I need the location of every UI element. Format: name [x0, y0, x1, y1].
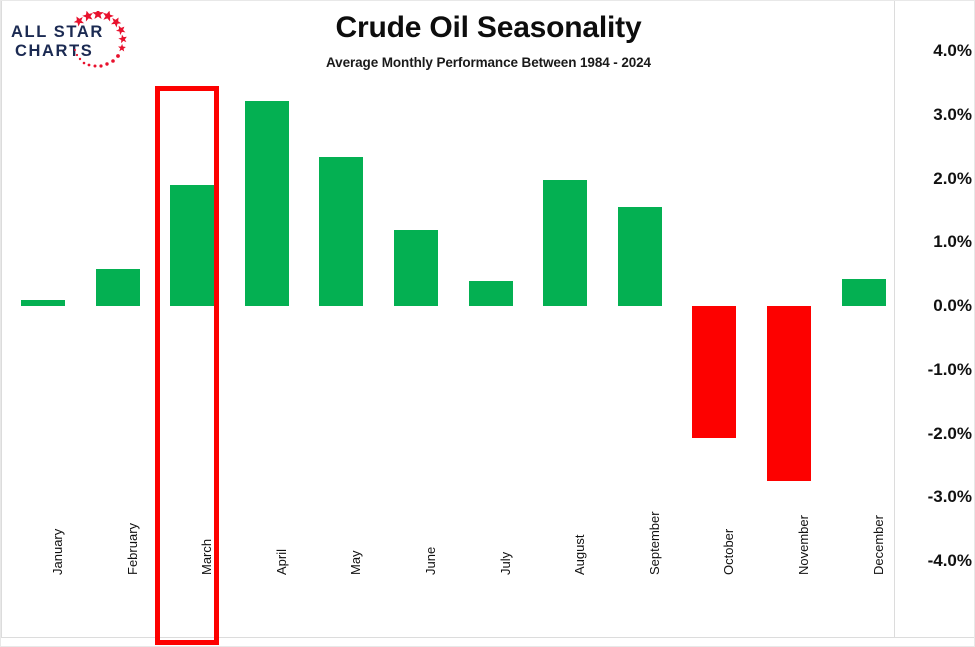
y-axis-tick-label: -1.0% — [927, 359, 972, 379]
x-axis-tick-july: July — [497, 551, 513, 575]
y-axis-tick-label: 4.0% — [933, 41, 972, 60]
logo-line-2: CHARTS — [15, 42, 94, 60]
x-axis-tick-february: February — [124, 522, 140, 575]
x-axis-tick-october: October — [721, 528, 737, 575]
bar-january — [21, 299, 65, 306]
all-star-charts-logo: ALL STAR CHARTS — [9, 9, 139, 75]
bar-april — [244, 100, 289, 306]
y-axis-tick-label: 3.0% — [933, 104, 972, 124]
x-axis-tick-text: September — [646, 511, 662, 575]
x-axis-tick-december: December — [870, 515, 886, 575]
bar-july — [468, 281, 513, 306]
x-axis-tick-april: April — [273, 548, 289, 575]
x-axis-tick-text: October — [721, 528, 737, 575]
x-axis-tick-august: August — [572, 534, 588, 575]
x-axis-tick-may: May — [348, 550, 364, 575]
bar-march — [170, 184, 215, 306]
bar-may — [319, 156, 364, 306]
x-axis-tick-november: November — [796, 515, 811, 575]
x-axis-tick-text: August — [572, 534, 588, 575]
bar-august — [543, 179, 588, 306]
bar-february — [95, 269, 140, 306]
y-axis-tick-label: -2.0% — [927, 423, 972, 443]
x-axis-tick-june: June — [423, 546, 438, 575]
x-axis-tick-september: September — [646, 511, 662, 575]
x-axis-tick-text: November — [796, 515, 811, 575]
page-title: Crude Oil Seasonality — [335, 11, 642, 44]
axis-right-spine — [894, 1, 895, 638]
bar-september — [617, 207, 662, 306]
y-axis-tick-label: 2.0% — [933, 168, 972, 188]
y-axis-tick-label: -4.0% — [927, 551, 972, 570]
axis-left-spine — [1, 1, 2, 638]
x-axis-tick-text: June — [423, 546, 438, 575]
y-axis-tick-label: -3.0% — [927, 487, 972, 507]
x-axis-tick-text: January — [50, 528, 65, 575]
x-axis-tick-text: May — [348, 550, 364, 575]
logo-line-1: ALL STAR — [11, 23, 104, 41]
x-axis-tick-january: January — [50, 528, 65, 575]
star-swoosh-icon — [73, 11, 127, 68]
x-axis-tick-text: April — [273, 548, 289, 575]
logo-wordmark: ALL STAR CHARTS — [11, 23, 107, 61]
y-axis-tick-label: 1.0% — [933, 232, 972, 252]
axis-bottom-spine — [1, 637, 974, 638]
x-axis-tick-text: February — [124, 522, 140, 575]
bar-october — [692, 306, 737, 438]
x-axis-tick-text: July — [497, 551, 513, 575]
march-highlight-box — [155, 86, 219, 645]
y-axis-tick-label: 0.0% — [933, 296, 972, 315]
x-axis-tick-text: December — [870, 515, 886, 575]
bar-november — [767, 306, 811, 482]
bar-june — [394, 229, 438, 306]
page-subtitle: Average Monthly Performance Between 1984… — [326, 55, 651, 70]
bar-december — [841, 279, 886, 306]
